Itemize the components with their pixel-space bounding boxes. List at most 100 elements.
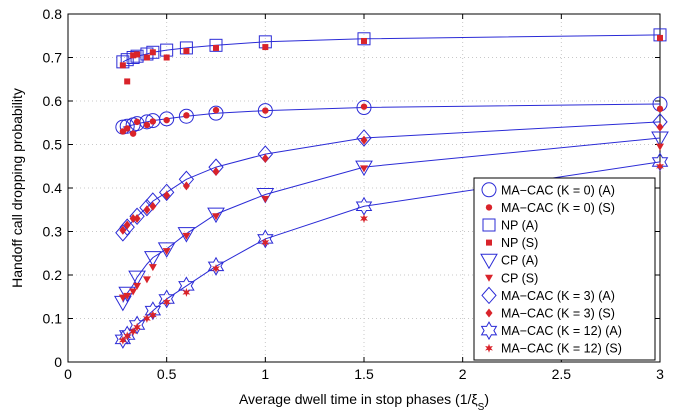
series-point-9 bbox=[656, 161, 664, 171]
y-axis-label: Handoff call dropping probability bbox=[9, 88, 25, 288]
series-point-1 bbox=[133, 118, 141, 126]
series-point-6 bbox=[129, 207, 145, 226]
series-point-9 bbox=[360, 214, 368, 223]
series-point-7 bbox=[143, 205, 151, 215]
series-point-9 bbox=[143, 314, 151, 323]
series-point-9 bbox=[133, 322, 141, 332]
series-point-3 bbox=[361, 37, 367, 44]
series-point-1 bbox=[163, 116, 170, 124]
series-markers bbox=[113, 28, 669, 349]
tick-labels: 0 0.5 1 1.5 2 2.5 3 0 0.1 0.2 0.3 0.4 0.5 0.6 0.7 0.8 bbox=[43, 6, 665, 382]
series-point-3 bbox=[183, 47, 190, 54]
series-point-3 bbox=[119, 62, 126, 69]
legend-label-5: CP (S) bbox=[501, 271, 538, 285]
series-point-3 bbox=[124, 78, 131, 85]
x-tick-label: 3 bbox=[656, 366, 664, 382]
series-point-7 bbox=[182, 181, 190, 191]
series-point-7 bbox=[261, 153, 269, 163]
legend-marker-2 bbox=[482, 218, 496, 232]
legend-label-7: MA−CAC (K = 3) (S) bbox=[501, 307, 615, 321]
series-point-0 bbox=[159, 111, 175, 127]
series-point-0 bbox=[257, 103, 273, 119]
series-point-7 bbox=[212, 166, 220, 176]
legend-label-2: NP (A) bbox=[501, 219, 538, 233]
series-point-1 bbox=[124, 125, 131, 132]
series-point-1 bbox=[143, 121, 151, 129]
series-point-8 bbox=[257, 229, 274, 249]
series-point-1 bbox=[656, 105, 664, 113]
series-point-3 bbox=[262, 44, 269, 51]
series-point-3 bbox=[657, 34, 663, 41]
series-point-5 bbox=[142, 276, 151, 284]
series-point-5 bbox=[148, 264, 157, 272]
x-axis-label: Average dwell time in stop phases (1/ξS) bbox=[239, 391, 489, 413]
series-point-3 bbox=[134, 51, 141, 58]
series-line-0 bbox=[122, 103, 661, 128]
series-point-4 bbox=[651, 131, 669, 147]
series-point-4 bbox=[177, 227, 196, 243]
series-point-4 bbox=[118, 286, 137, 303]
x-tick-label: 1.5 bbox=[354, 366, 374, 382]
series-point-2 bbox=[126, 51, 140, 64]
series-point-3 bbox=[163, 54, 170, 61]
series-point-1 bbox=[183, 112, 190, 119]
series-point-7 bbox=[149, 201, 157, 211]
series-point-4 bbox=[143, 251, 162, 267]
series-point-3 bbox=[143, 54, 150, 61]
series-point-2 bbox=[209, 38, 223, 52]
legend-marker-8 bbox=[480, 321, 498, 341]
series-point-1 bbox=[212, 106, 220, 114]
series-point-9 bbox=[261, 237, 270, 247]
series-point-0 bbox=[208, 105, 224, 121]
legend-label-0: MA−CAC (K = 0) (A) bbox=[501, 183, 615, 197]
legend-label-4: CP (A) bbox=[501, 254, 538, 268]
series-point-1 bbox=[129, 130, 137, 137]
series-point-6 bbox=[356, 129, 372, 147]
series-point-8 bbox=[158, 289, 175, 309]
series-point-7 bbox=[163, 190, 171, 200]
series-point-9 bbox=[182, 287, 191, 297]
y-tick-label: 0.5 bbox=[43, 137, 63, 153]
series-line-2 bbox=[122, 34, 661, 63]
x-tick-label: 0 bbox=[64, 366, 72, 382]
series-point-3 bbox=[149, 49, 156, 56]
legend-label-1: MA−CAC (K = 0) (S) bbox=[501, 201, 615, 215]
series-point-8 bbox=[114, 329, 132, 349]
legend-marker-5 bbox=[485, 274, 493, 282]
x-tick-label: 2.5 bbox=[552, 366, 572, 382]
axes bbox=[67, 13, 661, 363]
series-point-9 bbox=[149, 310, 157, 320]
series-point-8 bbox=[207, 256, 225, 276]
series-point-8 bbox=[128, 315, 146, 335]
series-line-6 bbox=[122, 121, 661, 234]
series-point-9 bbox=[162, 297, 171, 307]
series-point-6 bbox=[115, 224, 131, 242]
series-point-0 bbox=[119, 118, 135, 134]
series-point-7 bbox=[360, 135, 368, 145]
series-point-5 bbox=[133, 282, 142, 290]
y-tick-label: 0.1 bbox=[43, 311, 63, 327]
legend: MA−CAC (K = 0) (A) MA−CAC (K = 0) (S) NP (… bbox=[473, 177, 656, 361]
series-point-5 bbox=[182, 232, 191, 240]
x-tick-label: 1 bbox=[261, 366, 269, 382]
legend-box bbox=[473, 177, 656, 361]
series-point-7 bbox=[129, 213, 137, 223]
x-tick-label: 2 bbox=[459, 366, 467, 382]
series-point-9 bbox=[123, 331, 132, 341]
series-point-4 bbox=[207, 207, 225, 224]
series-point-2 bbox=[357, 32, 371, 46]
legend-label-8: MA−CAC (K = 12) (A) bbox=[501, 324, 622, 338]
legend-label-3: NP (S) bbox=[501, 236, 538, 250]
legend-marker-0 bbox=[481, 182, 497, 198]
y-tick-label: 0.3 bbox=[43, 224, 63, 240]
series-point-1 bbox=[149, 118, 157, 125]
series-point-3 bbox=[213, 44, 219, 51]
y-tick-label: 0.2 bbox=[43, 267, 63, 283]
legend-marker-3 bbox=[486, 239, 492, 246]
series-point-1 bbox=[360, 103, 368, 110]
series-point-9 bbox=[212, 264, 220, 273]
series-point-2 bbox=[146, 45, 160, 59]
x-tick-label: 0.5 bbox=[157, 366, 177, 382]
series-point-7 bbox=[656, 122, 664, 132]
legend-marker-1 bbox=[485, 204, 493, 211]
